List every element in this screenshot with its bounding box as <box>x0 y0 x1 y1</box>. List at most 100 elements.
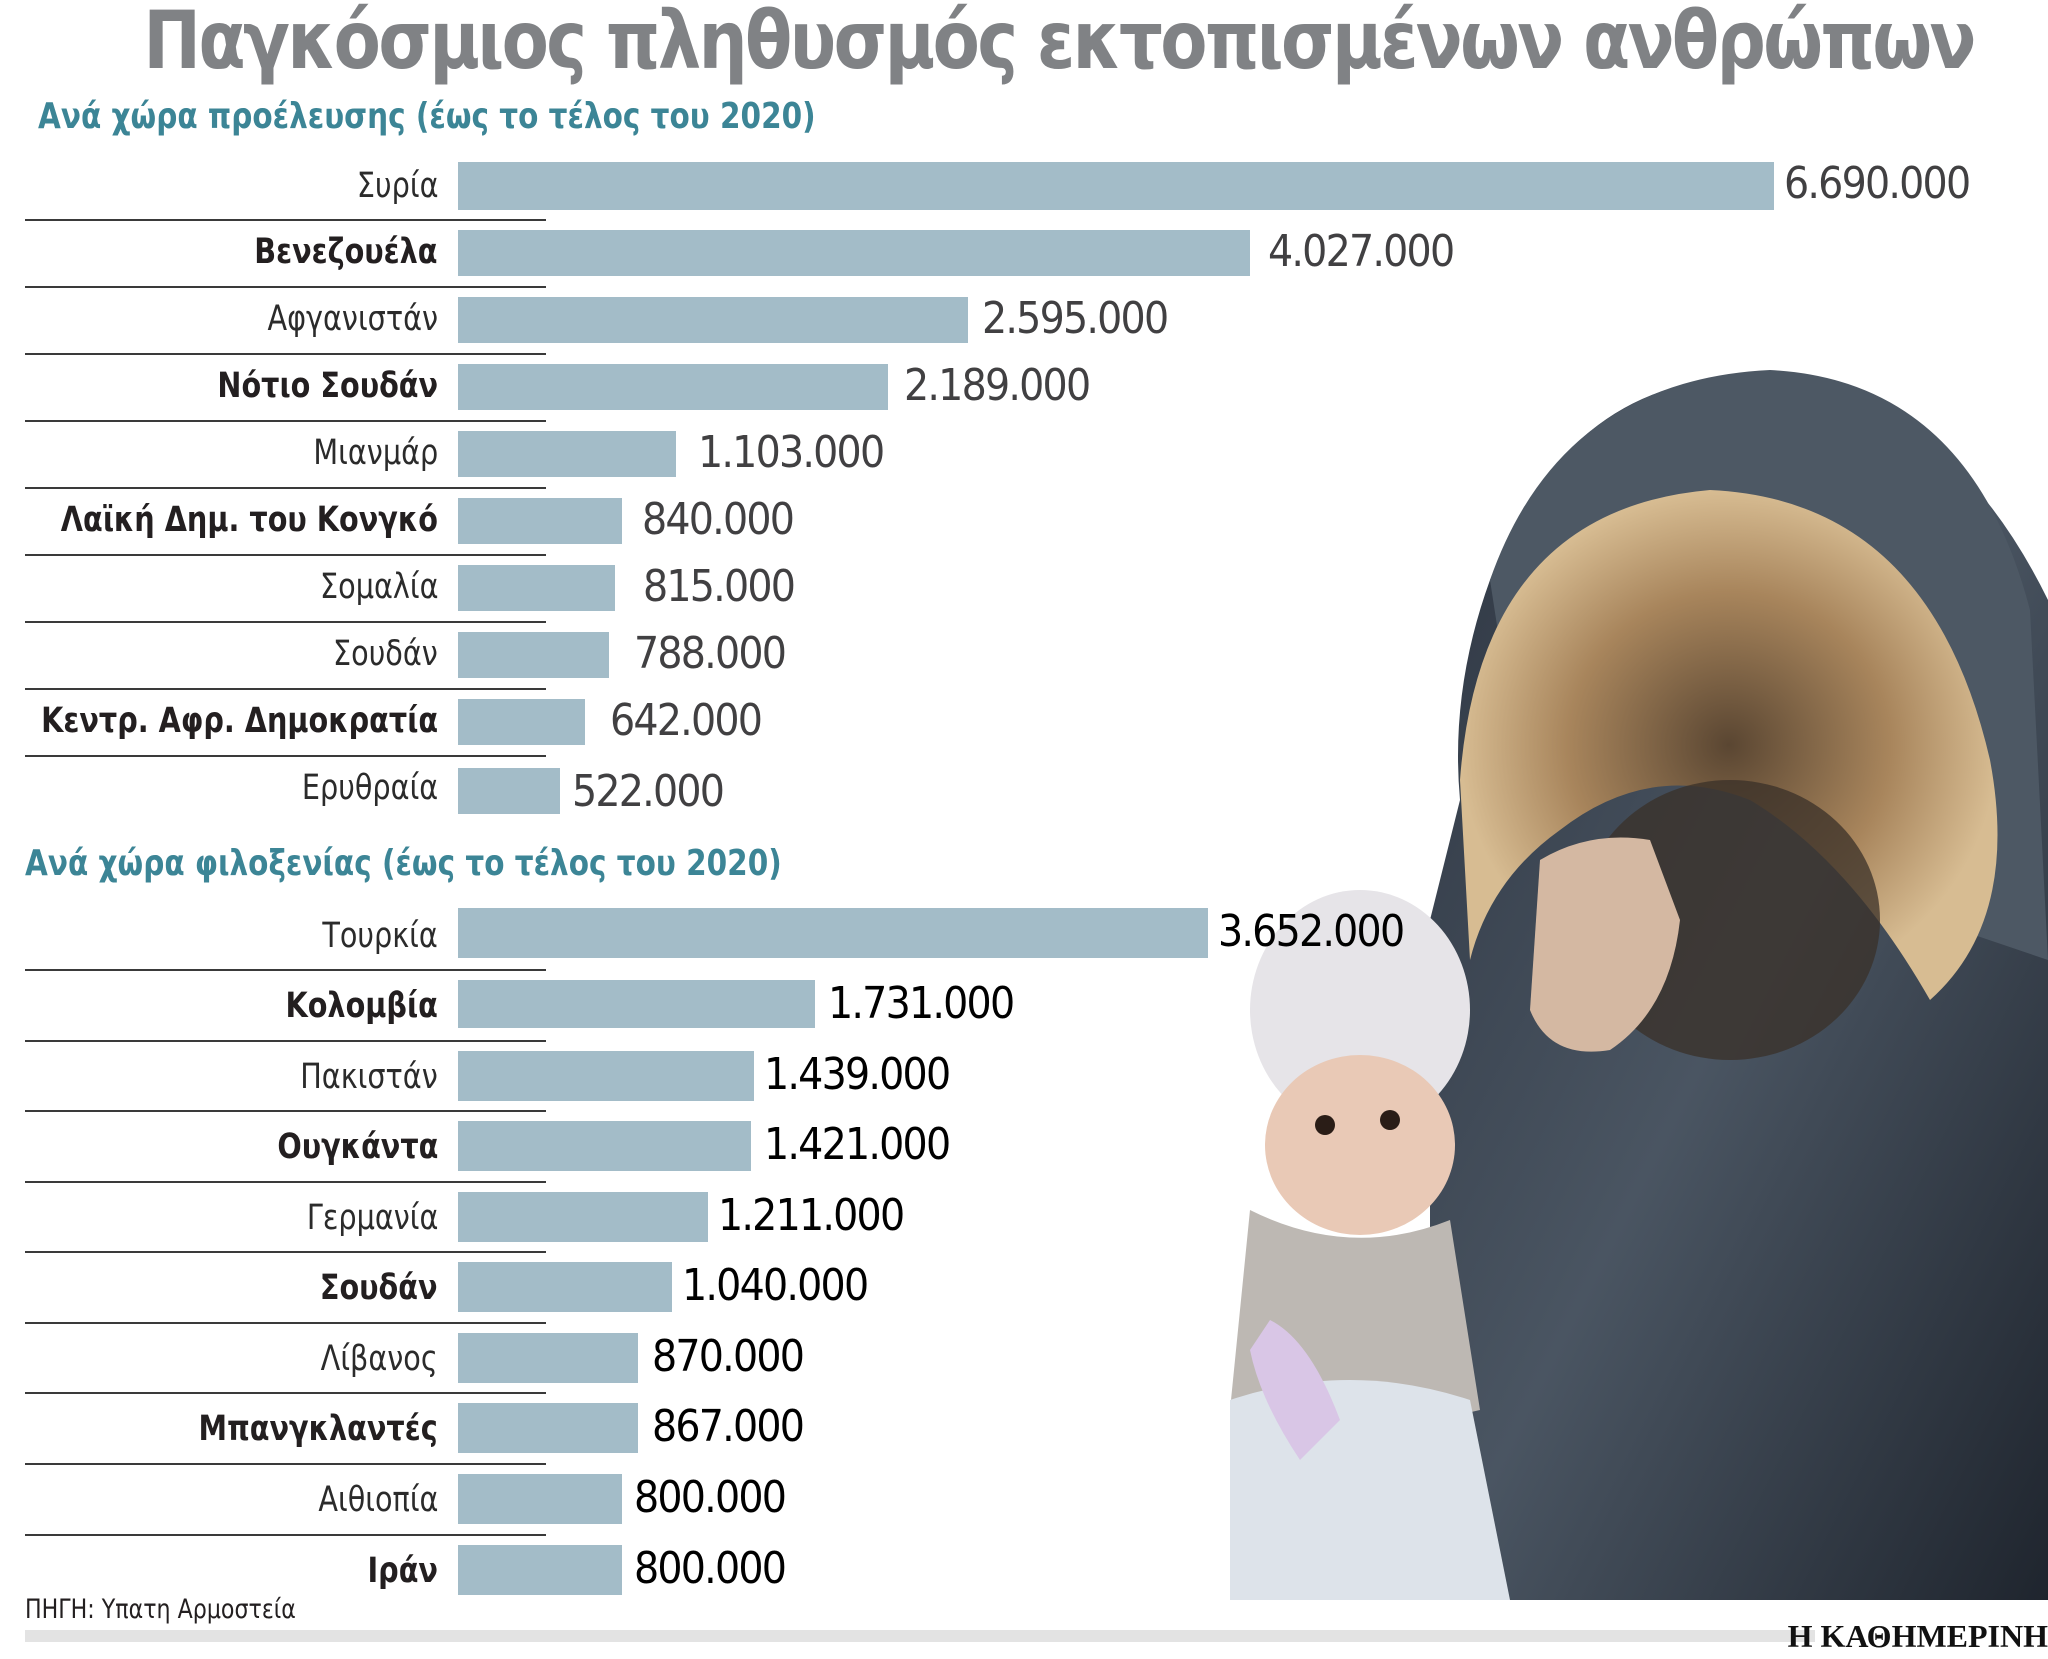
country-label: Συρία <box>356 166 438 206</box>
chart-row: Συρία 6.690.000 <box>0 158 2048 212</box>
value-label: 1.040.000 <box>682 1260 869 1311</box>
chart-row: Κεντρ. Αφρ. Δημοκρατία 642.000 <box>0 695 2048 749</box>
value-label: 522.000 <box>572 766 725 817</box>
bar <box>458 1051 754 1101</box>
country-label: Πακιστάν <box>300 1057 438 1097</box>
country-label: Ερυθραία <box>301 768 438 808</box>
bar <box>458 768 560 814</box>
chart-row: Πακιστάν 1.439.000 <box>0 1047 2048 1103</box>
value-label: 3.652.000 <box>1218 906 1405 957</box>
bar <box>458 632 609 678</box>
country-label: Βενεζουέλα <box>254 232 438 272</box>
row-divider <box>25 1463 546 1465</box>
footer-divider <box>25 1630 1815 1642</box>
country-label: Γερμανία <box>306 1198 438 1238</box>
chart-row: Ερυθραία 522.000 <box>0 764 2048 817</box>
country-label: Μιανμάρ <box>313 433 438 473</box>
row-divider <box>25 1251 546 1253</box>
chart-row: Ουγκάντα 1.421.000 <box>0 1117 2048 1173</box>
bar <box>458 297 968 343</box>
chart-title: Παγκόσμιος πληθυσμός εκτοπισμένων ανθρώπ… <box>143 0 1976 87</box>
value-label: 642.000 <box>610 695 763 746</box>
bar <box>458 1192 708 1242</box>
chart-row: Ιράν 800.000 <box>0 1541 2048 1597</box>
bar <box>458 1121 751 1171</box>
value-label: 1.421.000 <box>764 1119 951 1170</box>
country-label: Λαϊκή Δημ. του Κονγκό <box>60 500 438 540</box>
chart-row: Αφγανιστάν 2.595.000 <box>0 293 2048 347</box>
row-divider <box>25 1040 546 1042</box>
country-label: Ιράν <box>367 1551 438 1591</box>
chart-row: Σομαλία 815.000 <box>0 561 2048 615</box>
country-label: Κεντρ. Αφρ. Δημοκρατία <box>41 701 438 741</box>
country-label: Αιθιοπία <box>317 1480 438 1520</box>
bar <box>458 1333 638 1383</box>
section-heading-host: Ανά χώρα φιλοξενίας (έως το τέλος του 20… <box>25 843 782 884</box>
row-divider <box>25 1110 546 1112</box>
bar <box>458 1545 622 1595</box>
row-divider <box>25 1534 546 1536</box>
row-divider <box>25 286 546 288</box>
bar <box>458 1403 638 1453</box>
country-label: Νότιο Σουδάν <box>217 366 438 406</box>
publisher-logo: Η ΚΑΘΗΜΕΡΙΝΗ <box>1787 1618 2048 1654</box>
chart-row: Μιανμάρ 1.103.000 <box>0 427 2048 481</box>
bar <box>458 980 815 1028</box>
bar <box>458 908 1208 958</box>
value-label: 800.000 <box>634 1472 787 1523</box>
row-divider <box>25 1181 546 1183</box>
country-label: Λίβανος <box>320 1339 438 1379</box>
value-label: 6.690.000 <box>1784 158 1971 209</box>
country-label: Αφγανιστάν <box>267 299 438 339</box>
country-label: Κολομβία <box>285 986 438 1026</box>
bar <box>458 1474 622 1524</box>
value-label: 840.000 <box>642 494 795 545</box>
bar <box>458 431 676 477</box>
row-divider <box>25 1392 546 1394</box>
chart-row: Αιθιοπία 800.000 <box>0 1470 2048 1526</box>
photo-refugee-mother-and-baby <box>1230 360 2048 1600</box>
chart-row: Σουδάν 788.000 <box>0 628 2048 682</box>
bar <box>458 699 585 745</box>
value-label: 815.000 <box>643 561 796 612</box>
row-divider <box>25 969 546 971</box>
row-divider <box>25 420 546 422</box>
value-label: 1.211.000 <box>718 1190 905 1241</box>
country-label: Μπανγκλαντές <box>198 1409 438 1449</box>
bar <box>458 565 615 611</box>
chart-row: Βενεζουέλα 4.027.000 <box>0 226 2048 280</box>
value-label: 4.027.000 <box>1268 226 1455 277</box>
chart-row: Μπανγκλαντές 867.000 <box>0 1399 2048 1455</box>
country-label: Σουδάν <box>333 634 438 674</box>
value-label: 1.731.000 <box>828 978 1015 1029</box>
row-divider <box>25 554 546 556</box>
chart-row: Τουρκία 3.652.000 <box>0 906 2048 962</box>
value-label: 788.000 <box>634 628 787 679</box>
bar <box>458 162 1774 210</box>
value-label: 870.000 <box>652 1331 805 1382</box>
bar <box>458 364 888 410</box>
section-heading-origin: Ανά χώρα προέλευσης (έως το τέλος του 20… <box>38 96 816 137</box>
country-label: Σουδάν <box>320 1268 438 1308</box>
source-note: ΠΗΓΗ: Υπατη Αρμοστεία <box>25 1594 296 1625</box>
bar <box>458 230 1250 276</box>
row-divider <box>25 755 546 757</box>
value-label: 1.439.000 <box>764 1049 951 1100</box>
country-label: Ουγκάντα <box>276 1127 438 1167</box>
value-label: 1.103.000 <box>698 427 885 478</box>
chart-row: Γερμανία 1.211.000 <box>0 1188 2048 1244</box>
chart-row: Κολομβία 1.731.000 <box>0 976 2048 1032</box>
country-label: Τουρκία <box>322 916 438 956</box>
row-divider <box>25 688 546 690</box>
country-label: Σομαλία <box>319 567 438 607</box>
bar <box>458 498 622 544</box>
row-divider <box>25 1322 546 1324</box>
chart-row: Λαϊκή Δημ. του Κονγκό 840.000 <box>0 494 2048 548</box>
row-divider <box>25 219 546 221</box>
photo-illustration-icon <box>1230 370 2048 1600</box>
row-divider <box>25 487 546 489</box>
bar <box>458 1262 672 1312</box>
value-label: 2.595.000 <box>982 293 1169 344</box>
row-divider <box>25 621 546 623</box>
value-label: 800.000 <box>634 1543 787 1594</box>
